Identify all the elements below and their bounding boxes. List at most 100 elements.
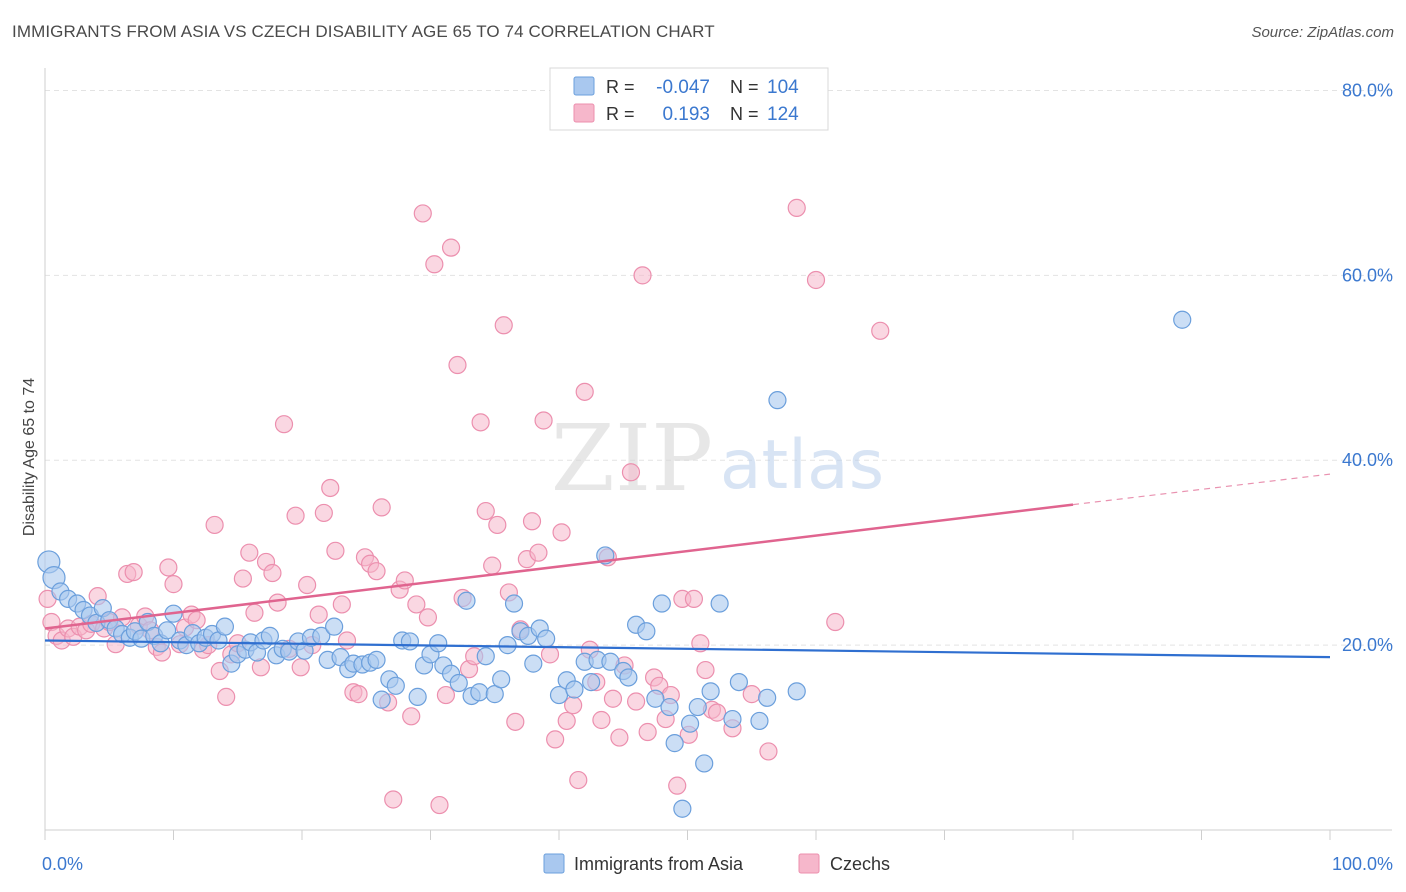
czech-point (684, 589, 704, 609)
asia-point (701, 682, 720, 701)
legend-bottom: Immigrants from Asia Czechs (543, 853, 890, 874)
asia-point (646, 689, 665, 708)
legend-n-label-czech: N = (730, 104, 759, 124)
czech-point (326, 541, 345, 560)
legend-n-value-czech: 124 (767, 104, 799, 125)
czech-point (240, 543, 259, 562)
czech-point (291, 658, 310, 677)
y-tick-label: 20.0% (1342, 635, 1393, 655)
asia-point (215, 617, 234, 636)
czech-point (759, 742, 778, 761)
czech-point (592, 710, 611, 730)
legend-r-value-czech: 0.193 (662, 104, 710, 125)
watermark-zip: ZIP (551, 405, 713, 512)
chart-title: IMMIGRANTS FROM ASIA VS CZECH DISABILITY… (12, 22, 715, 41)
legend-n-label-asia: N = (730, 77, 759, 97)
czech-point (529, 543, 548, 562)
asia-point (367, 650, 386, 670)
czech-point (337, 631, 357, 650)
czech-point (372, 498, 391, 517)
asia-point (673, 799, 692, 818)
czech-point (418, 608, 438, 627)
czech-point (217, 687, 236, 706)
asia-point (1173, 310, 1192, 329)
czech-point (569, 770, 588, 790)
czech-point (522, 512, 542, 531)
czech-point (638, 722, 657, 742)
czech-point (621, 463, 641, 482)
czech-point (205, 515, 224, 535)
asia-point (637, 622, 656, 641)
asia-point (582, 672, 601, 692)
asia-point (524, 654, 543, 673)
x-tick-label: 100.0% (1332, 854, 1393, 874)
czech-point (124, 562, 143, 582)
czech-point (494, 316, 513, 335)
czech-point (826, 612, 845, 632)
chart-source: Source: ZipAtlas.com (1251, 24, 1394, 41)
czech-point (488, 515, 507, 535)
czech-point (575, 382, 594, 401)
legend-r-label-czech: R = (606, 104, 635, 124)
asia-point (729, 672, 749, 692)
legend-r-value-asia: -0.047 (656, 77, 710, 98)
legend-top: R = -0.047 N = 104 R = 0.193 N = 124 (549, 67, 829, 131)
czech-point (471, 413, 490, 432)
asia-point (695, 754, 714, 773)
asia-point (680, 714, 700, 733)
czech-point (787, 198, 806, 217)
watermark: ZIP atlas (551, 405, 884, 512)
czech-point (603, 689, 623, 708)
legend-bottom-label-asia: Immigrants from Asia (574, 854, 744, 874)
asia-point (504, 594, 524, 613)
legend-top-box (549, 67, 829, 131)
asia-point (476, 647, 495, 666)
czech-point (384, 790, 403, 809)
czech-point (349, 685, 368, 704)
legend-n-value-asia: 104 (767, 77, 799, 98)
czech-point (436, 685, 456, 705)
asia-point (688, 697, 707, 717)
czech-point (263, 563, 282, 583)
czech-point (610, 728, 629, 747)
asia-point (372, 690, 391, 709)
czech-point (540, 645, 560, 664)
czech-point (696, 660, 715, 680)
czech-point (441, 238, 461, 257)
asia-point (449, 673, 468, 693)
czech-point (633, 266, 652, 285)
asia-point (710, 594, 729, 613)
czech-point (552, 523, 571, 542)
legend-swatch-czech (573, 103, 595, 123)
asia-point (768, 391, 787, 410)
czech-point (448, 355, 467, 375)
asia-point (325, 617, 344, 636)
czech-point (668, 776, 687, 795)
czech-point (402, 707, 421, 726)
asia-trend-line (44, 639, 1331, 659)
asia-point (787, 682, 806, 701)
asia-point (457, 591, 476, 610)
asia-point (619, 668, 638, 687)
czech-point (332, 595, 351, 614)
asia-point (498, 636, 517, 655)
asia-point (565, 680, 584, 699)
czech-point (871, 321, 890, 340)
asia-point (386, 676, 405, 695)
czech-point (707, 703, 727, 722)
legend-bottom-swatch-asia (543, 853, 565, 874)
trend-lines (44, 473, 1331, 659)
asia-point (400, 632, 420, 651)
czech-point (407, 595, 426, 614)
czech-point (286, 506, 305, 525)
czech-point (233, 569, 252, 588)
czech-point (159, 558, 178, 577)
y-tick-label: 40.0% (1342, 450, 1393, 470)
czech-point (309, 605, 328, 624)
asia-point (601, 652, 620, 671)
czech-point (413, 204, 432, 223)
czech-point (806, 270, 826, 290)
legend-r-label-asia: R = (606, 77, 635, 97)
czech-point (430, 795, 449, 815)
